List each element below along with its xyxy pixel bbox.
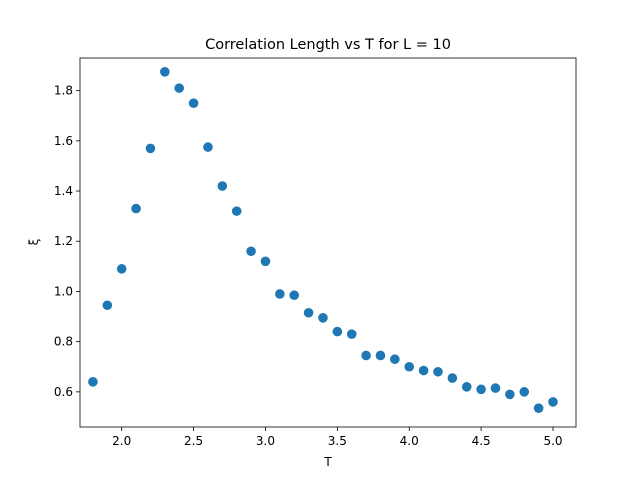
- plot-frame: [79, 57, 577, 428]
- y-axis-ticks: 0.6 0.8 1.0 1.2 1.4 1.6 1.8: [54, 84, 80, 399]
- data-point: [131, 203, 141, 214]
- y-tick-label: 1.4: [54, 184, 73, 198]
- data-point: [160, 67, 170, 77]
- y-tick-label: 1.0: [54, 284, 73, 298]
- data-point: [231, 206, 242, 216]
- data-point: [289, 290, 300, 301]
- x-tick-label: 2.0: [112, 434, 131, 448]
- data-point: [318, 313, 328, 323]
- y-tick-label: 1.8: [54, 84, 73, 98]
- x-tick-label: 4.0: [400, 434, 419, 448]
- data-point: [188, 98, 199, 108]
- chart-title: Correlation Length vs T for L = 10: [205, 37, 451, 53]
- x-tick-label: 3.5: [328, 434, 347, 448]
- data-point: [533, 403, 544, 413]
- data-point: [260, 256, 271, 267]
- data-point: [418, 365, 429, 376]
- y-tick-label: 0.8: [54, 335, 73, 349]
- data-point: [346, 329, 357, 339]
- data-point: [116, 264, 127, 274]
- data-point: [102, 300, 113, 311]
- data-point: [203, 142, 213, 152]
- data-point: [476, 384, 486, 395]
- x-tick-label: 5.0: [543, 434, 562, 448]
- x-tick-label: 3.0: [256, 434, 275, 448]
- data-point: [332, 326, 343, 337]
- data-point: [390, 354, 400, 365]
- y-tick-label: 1.2: [54, 234, 73, 248]
- data-point: [275, 289, 285, 299]
- data-point: [461, 382, 472, 392]
- data-point: [375, 350, 386, 361]
- data-point: [404, 361, 415, 372]
- x-tick-label: 4.5: [472, 434, 491, 448]
- y-axis-label: ξ: [27, 239, 41, 246]
- data-point: [447, 373, 458, 383]
- data-point: [174, 83, 184, 93]
- data-point: [217, 181, 228, 191]
- x-axis-label: T: [323, 455, 332, 469]
- data-point: [303, 307, 314, 318]
- data-point: [490, 383, 501, 393]
- data-point: [505, 389, 515, 400]
- data-points: [88, 67, 558, 413]
- data-point: [519, 387, 530, 397]
- x-tick-label: 2.5: [184, 434, 203, 448]
- data-point: [88, 377, 98, 387]
- data-point: [433, 366, 443, 377]
- x-axis-ticks: 2.0 2.5 3.0 3.5 4.0 4.5 5.0: [112, 427, 563, 448]
- y-tick-label: 0.6: [54, 385, 73, 399]
- y-tick-label: 1.6: [54, 134, 73, 148]
- data-point: [548, 397, 558, 407]
- data-point: [361, 350, 371, 361]
- data-point: [145, 143, 156, 154]
- data-point: [246, 246, 256, 257]
